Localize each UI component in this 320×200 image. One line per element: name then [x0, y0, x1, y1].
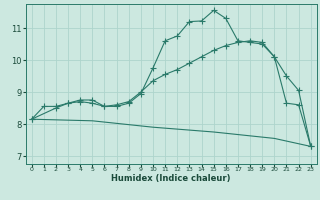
- X-axis label: Humidex (Indice chaleur): Humidex (Indice chaleur): [111, 174, 231, 183]
